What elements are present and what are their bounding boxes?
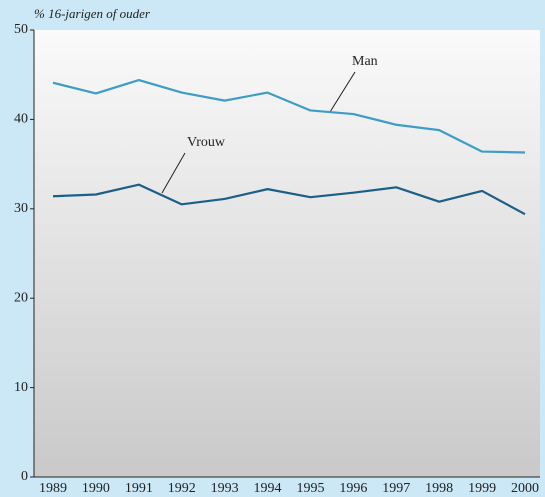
x-tick-label: 1998 [425, 481, 453, 496]
y-tick-label: 10 [14, 380, 28, 395]
x-tick-label: 1999 [468, 481, 496, 496]
series-label: Man [352, 54, 378, 69]
leader-line [161, 152, 186, 194]
y-tick-label: 20 [14, 290, 28, 305]
x-tick-label: 1991 [125, 481, 153, 496]
x-tick-label: 1993 [211, 481, 239, 496]
x-tick-label: 1995 [296, 481, 324, 496]
data-line [52, 183, 526, 216]
series-label: Vrouw [187, 135, 226, 150]
x-tick-label: 2000 [511, 481, 539, 496]
data-line [52, 78, 526, 154]
y-tick-label: 50 [14, 22, 28, 37]
x-tick-label: 1994 [254, 481, 282, 496]
leader-line [329, 71, 356, 113]
y-axis-label: % 16-jarigen of ouder [34, 6, 151, 21]
x-tick-label: 1992 [168, 481, 196, 496]
plot-area [34, 30, 540, 477]
x-tick-label: 1990 [82, 481, 110, 496]
y-tick-label: 0 [21, 469, 28, 484]
x-tick-label: 1996 [339, 481, 367, 496]
y-tick-label: 40 [14, 112, 28, 127]
x-tick-label: 1989 [39, 481, 67, 496]
x-tick-label: 1997 [382, 481, 410, 496]
y-tick-label: 30 [14, 201, 28, 216]
